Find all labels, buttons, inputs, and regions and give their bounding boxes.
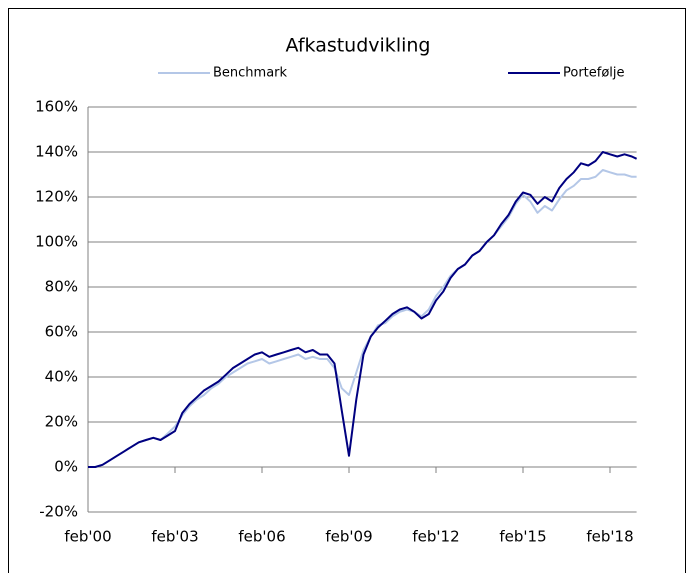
x-tick-label: feb'12 [412, 528, 459, 546]
x-tick-label: feb'00 [64, 528, 111, 546]
y-tick-label: 0% [54, 458, 78, 476]
y-tick-label: 100% [35, 233, 78, 251]
y-tick-label: 60% [45, 323, 78, 341]
legend-label: Benchmark [213, 66, 288, 81]
chart-title: Afkastudvikling [286, 35, 431, 57]
y-tick-label: -20% [39, 503, 78, 521]
x-tick-label: feb'09 [325, 528, 372, 546]
y-tick-label: 40% [45, 368, 78, 386]
y-tick-label: 140% [35, 143, 78, 161]
x-tick-label: feb'15 [499, 528, 546, 546]
x-tick-label: feb'03 [151, 528, 198, 546]
series-line [88, 151, 638, 468]
x-tick-label: feb'18 [586, 528, 633, 546]
x-tick-label: feb'06 [238, 528, 285, 546]
legend-label: Portefølje [563, 66, 625, 81]
y-tick-label: 120% [35, 188, 78, 206]
y-tick-label: 160% [35, 98, 78, 116]
y-tick-label: 80% [45, 278, 78, 296]
chart-frame [8, 8, 686, 573]
y-tick-label: 20% [45, 413, 78, 431]
